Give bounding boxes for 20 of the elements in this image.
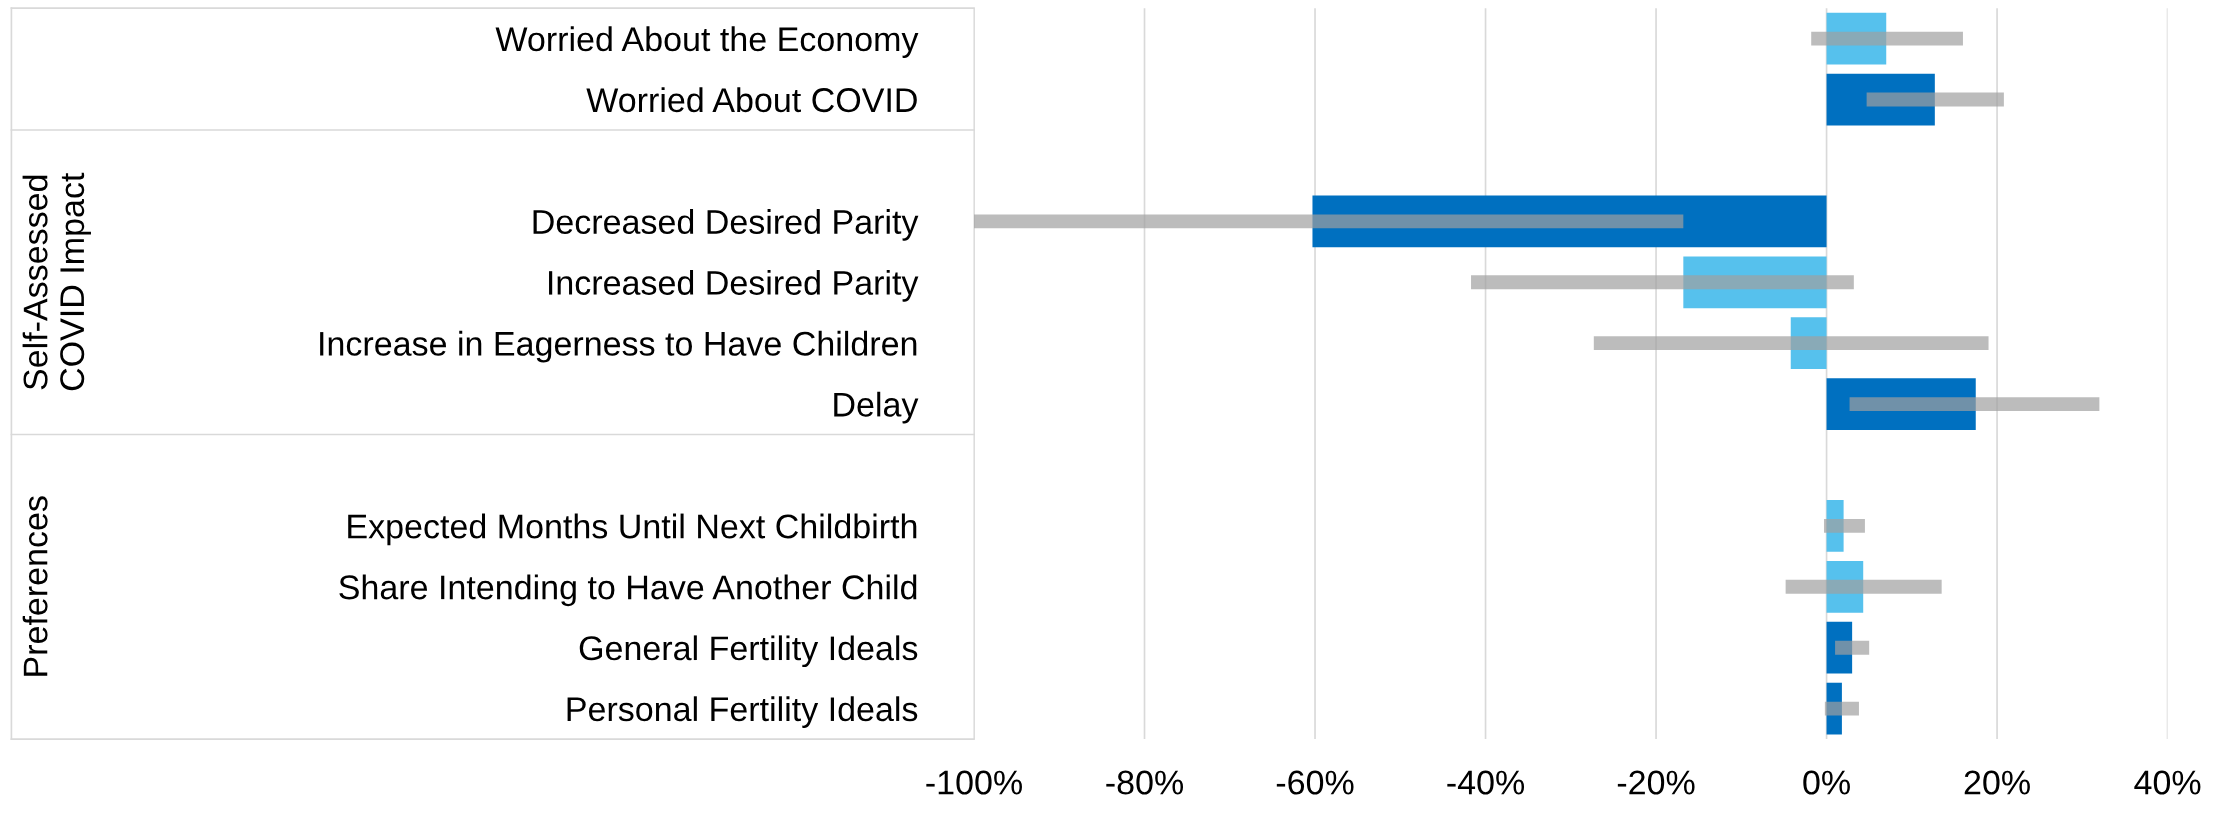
y-tick-label: Increase in Eagerness to Have Children	[320, 330, 917, 363]
y-tick-label: Decreased Desired Parity	[533, 209, 919, 241]
x-tick-label: 40%	[2134, 770, 2201, 795]
y-tick-label: General Fertility Ideals	[579, 635, 918, 668]
x-tick-label: -100%	[926, 770, 1022, 795]
x-tick-label: -80%	[1106, 770, 1184, 795]
x-tick-label: 20%	[1964, 770, 2030, 795]
y-tick-label: Personal Fertility Ideals	[567, 696, 918, 728]
y-tick-label: Worried About the Economy	[495, 26, 919, 59]
text: Self-Assessed COVID Impact	[22, 172, 91, 391]
y-tick-label: Share Intending to Have Another Child	[339, 574, 917, 607]
x-tick-label: -60%	[1276, 770, 1354, 795]
x-tick-label: -20%	[1617, 770, 1695, 795]
y-tick-label: Increased Desired Parity	[549, 269, 919, 302]
x-tick-label: 0%	[1803, 770, 1850, 795]
y-tick-label: Delay	[834, 391, 919, 424]
text: Preferences	[22, 496, 48, 676]
y-tick-label: Expected Months Until Next Childbirth	[348, 513, 917, 546]
y-tick-label: Worried About COVID	[586, 87, 917, 113]
x-tick-label: -40%	[1447, 770, 1525, 795]
